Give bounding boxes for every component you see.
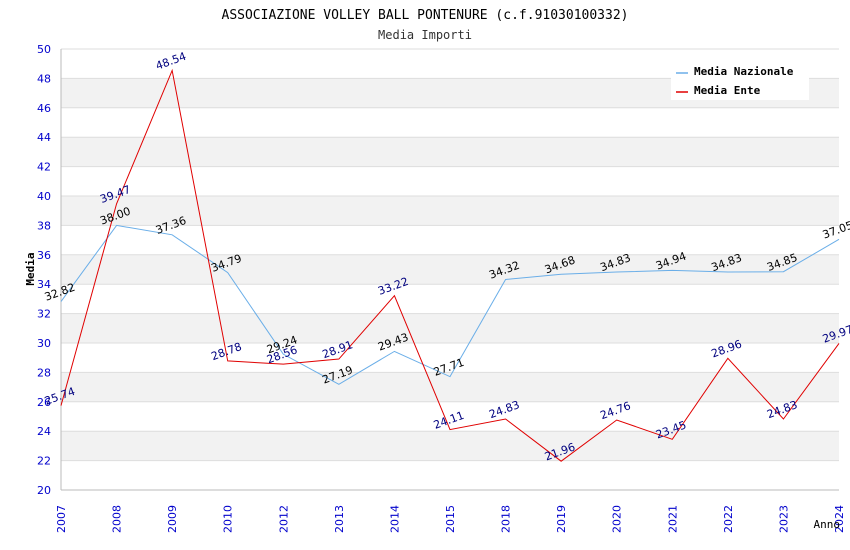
series-line-0 <box>60 224 840 385</box>
x-tick-label: 2013 <box>333 505 346 533</box>
x-axis-label: Anno <box>814 518 841 531</box>
y-tick-label: 24 <box>37 425 51 438</box>
x-tick-label: 2012 <box>277 505 290 533</box>
data-label: 25.74 <box>43 385 77 408</box>
legend-label-nazionale: Media Nazionale <box>694 65 794 78</box>
x-tick-label: 2008 <box>111 505 124 533</box>
y-tick-label: 30 <box>37 337 51 350</box>
series-lines <box>60 68 840 462</box>
x-tick-label: 2014 <box>388 505 401 533</box>
x-tick-label: 2022 <box>722 505 735 533</box>
x-tick-label: 2009 <box>166 505 179 533</box>
y-tick-label: 40 <box>37 190 51 203</box>
chart-title: ASSOCIAZIONE VOLLEY BALL PONTENURE (c.f.… <box>222 8 629 23</box>
y-tick-label: 48 <box>37 72 51 85</box>
legend-label-ente: Media Ente <box>694 84 761 97</box>
y-tick-label: 38 <box>37 219 51 232</box>
x-tick-label: 2010 <box>222 505 235 533</box>
grid-bands <box>61 78 839 461</box>
legend: Media Nazionale Media Ente <box>671 60 809 100</box>
x-tick-label: 2007 <box>55 505 68 533</box>
series-line-1 <box>60 68 840 462</box>
y-tick-label: 20 <box>37 484 51 497</box>
x-tick-label: 2020 <box>611 505 624 533</box>
y-tick-label: 44 <box>37 131 51 144</box>
data-label: 28.78 <box>209 340 243 363</box>
x-tick-label: 2023 <box>777 505 790 533</box>
grid-band <box>61 372 839 402</box>
y-tick-label: 34 <box>37 278 51 291</box>
y-tick-label: 42 <box>37 161 51 174</box>
y-tick-label: 36 <box>37 249 51 262</box>
x-tick-label: 2024 <box>833 505 846 533</box>
x-tick-label: 2021 <box>666 505 679 533</box>
x-tick-label: 2018 <box>500 505 513 533</box>
y-tick-label: 32 <box>37 308 51 321</box>
y-tick-label: 28 <box>37 366 51 379</box>
grid-band <box>61 431 839 461</box>
data-label: 48.54 <box>154 50 188 73</box>
legend-box <box>671 60 809 100</box>
chart-subtitle: Media Importi <box>378 28 472 42</box>
y-axis-label: Media <box>24 252 37 285</box>
grid-band <box>61 137 839 167</box>
grid-band <box>61 313 839 343</box>
y-tick-label: 50 <box>37 43 51 56</box>
grid-band <box>61 196 839 226</box>
x-tick-label: 2015 <box>444 505 457 533</box>
y-tick-label: 46 <box>37 102 51 115</box>
grid-band <box>61 254 839 285</box>
y-tick-label: 22 <box>37 455 51 468</box>
y-tick-label: 26 <box>37 396 51 409</box>
data-label: 24.76 <box>598 399 632 422</box>
x-tick-label: 2019 <box>555 505 568 533</box>
data-label: 24.11 <box>432 409 466 432</box>
